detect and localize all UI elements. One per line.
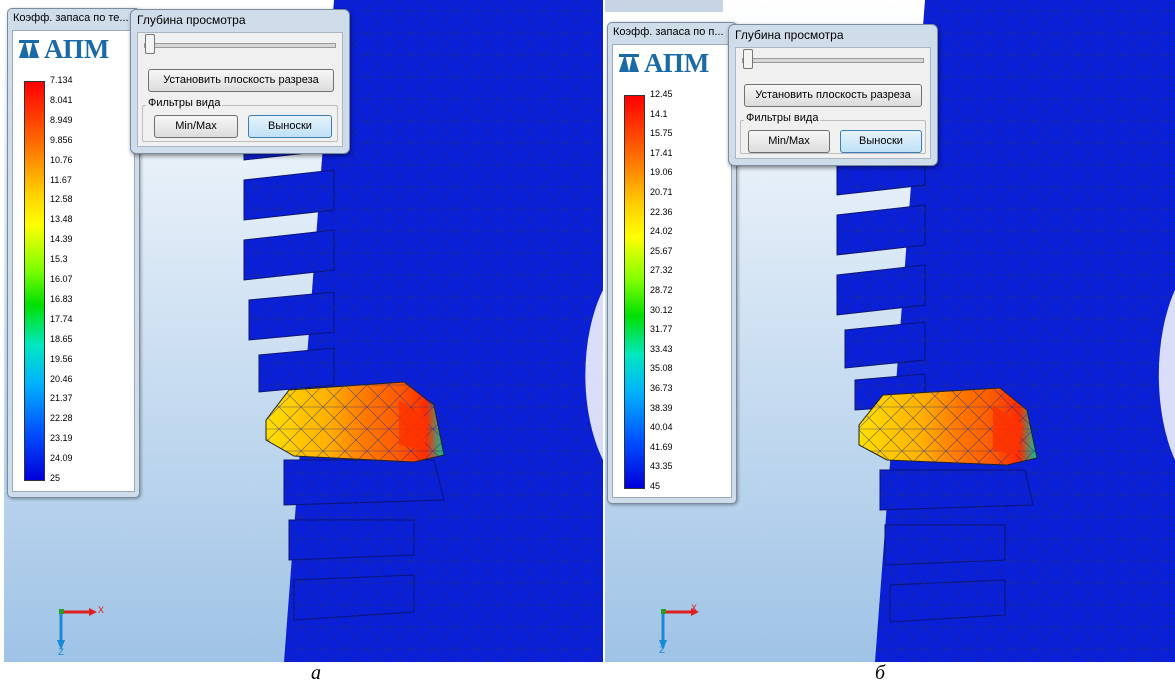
apm-logo-icon [19,40,39,58]
scale-tick-label: 24.09 [50,453,73,464]
scale-tick-label: 38.39 [650,402,673,413]
scale-tick-label: 22.36 [650,206,673,217]
scale-tick-label: 16.83 [50,293,73,304]
scale-tick-label: 17.74 [50,313,73,324]
legend-window-a[interactable]: Коэфф. запаса по те... АПМ 7.134 8.041 8.9… [7,8,140,498]
view-filters-group [142,105,338,142]
view-filters-group [740,120,926,154]
axis-x-label: X [691,604,698,615]
scale-tick-label: 17.41 [650,147,673,158]
scale-tick-label: 31.77 [650,324,673,335]
callouts-button[interactable]: Выноски [248,115,332,138]
legend-title[interactable]: Коэфф. запаса по те... [13,12,129,24]
legend-body: АПМ 7.134 8.041 8.949 9.856 10.76 11.67 12.58 1… [12,30,135,492]
background-tab-strip [605,0,723,12]
scale-tick-label: 36.73 [650,383,673,393]
view-depth-window-b[interactable]: Глубина просмотра Установить плоскость р… [728,24,938,166]
scale-tick-label: 22.28 [50,413,73,424]
callouts-button[interactable]: Выноски [840,130,922,153]
scale-tick-label: 9.856 [50,134,73,145]
set-section-plane-button[interactable]: Установить плоскость разреза [744,84,922,107]
depth-window-title[interactable]: Глубина просмотра [735,28,844,42]
color-scale-bar [624,95,645,489]
scale-tick-label: 45 [650,481,661,491]
view-filters-label: Фильтры вида [146,97,223,109]
scale-tick-label: 35.08 [650,363,673,374]
scale-tick-label: 20.46 [50,373,73,384]
scale-tick-label: 33.43 [650,343,673,354]
depth-window-title[interactable]: Глубина просмотра [137,13,246,27]
scale-tick-label: 41.69 [650,441,673,452]
set-section-plane-button[interactable]: Установить плоскость разреза [148,69,334,92]
depth-slider-thumb[interactable] [743,49,753,69]
scale-tick-label: 7.134 [50,75,73,85]
scale-tick-label: 43.35 [650,461,673,472]
axis-x-label: X [98,606,105,617]
scale-tick-label: 25.67 [650,245,673,256]
bore-hole-b [1158,290,1175,460]
apm-logo-text: АПМ [44,33,110,64]
scale-tick-label: 21.37 [50,393,73,404]
scale-tick-label: 12.45 [650,89,673,99]
scale-tick-label: 28.72 [650,285,673,295]
apm-logo: АПМ [617,47,710,78]
scale-tick-label: 14.1 [650,108,668,119]
axis-z-label: Z [659,646,666,657]
min-max-button[interactable]: Min/Max [748,130,830,153]
view-depth-window-a[interactable]: Глубина просмотра Установить плоскость р… [130,9,350,154]
scale-tick-label: 15.3 [50,254,68,265]
legend-title[interactable]: Коэфф. запаса по п... [613,26,724,38]
scale-tick-label: 19.06 [650,167,673,178]
scale-tick-label: 20.71 [650,187,673,197]
depth-slider-track[interactable] [742,58,924,63]
legend-body: АПМ 12.45 14.1 15.75 17.41 19.06 20.71 22.36 24… [612,44,732,498]
min-max-button[interactable]: Min/Max [154,115,238,138]
apm-logo-icon [619,54,639,72]
axis-triad-a [57,608,97,650]
scale-tick-label: 11.67 [50,174,72,185]
scale-tick-label: 14.39 [50,234,73,245]
scale-tick-label: 40.04 [650,422,673,433]
scale-tick-label: 8.949 [50,114,73,125]
scale-tick-label: 19.56 [50,353,73,364]
apm-logo: АПМ [17,33,110,64]
scale-tick-label: 23.19 [50,433,73,444]
apm-logo-text: АПМ [644,47,710,78]
bore-hole-a [585,290,603,460]
scale-tick-label: 27.32 [650,265,673,276]
scale-tick-label: 15.75 [650,128,673,139]
scale-tick-label: 13.48 [50,214,73,225]
depth-window-content: Установить плоскость разреза Фильтры вид… [137,32,343,147]
depth-slider-thumb[interactable] [145,34,155,54]
scale-tick-label: 8.041 [50,94,73,105]
axis-z-label: Z [58,648,65,659]
depth-window-content: Установить плоскость разреза Фильтры вид… [735,47,931,159]
depth-slider-track[interactable] [144,43,336,48]
scale-tick-label: 30.12 [650,304,673,315]
caption-a: а [311,662,321,684]
legend-window-b[interactable]: Коэфф. запаса по п... АПМ 12.45 14.1 15.75… [607,22,737,504]
scale-tick-label: 24.02 [650,226,673,237]
scale-tick-label: 18.65 [50,333,73,344]
axis-triad-b [659,608,699,650]
view-filters-label: Фильтры вида [744,112,821,124]
color-scale-bar [24,81,45,481]
viewport-panel-b[interactable]: X Z Коэфф. запаса по п... АПМ 12.45 14.1 1… [605,0,1175,662]
scale-tick-label: 10.76 [50,154,73,165]
scale-tick-label: 25 [50,473,61,483]
viewport-panel-a[interactable]: X Z Коэфф. запаса по те... АПМ 7.134 8.04… [4,0,603,662]
scale-tick-label: 16.07 [50,274,73,284]
caption-b: б [874,662,886,684]
scale-tick-label: 12.58 [50,194,73,205]
